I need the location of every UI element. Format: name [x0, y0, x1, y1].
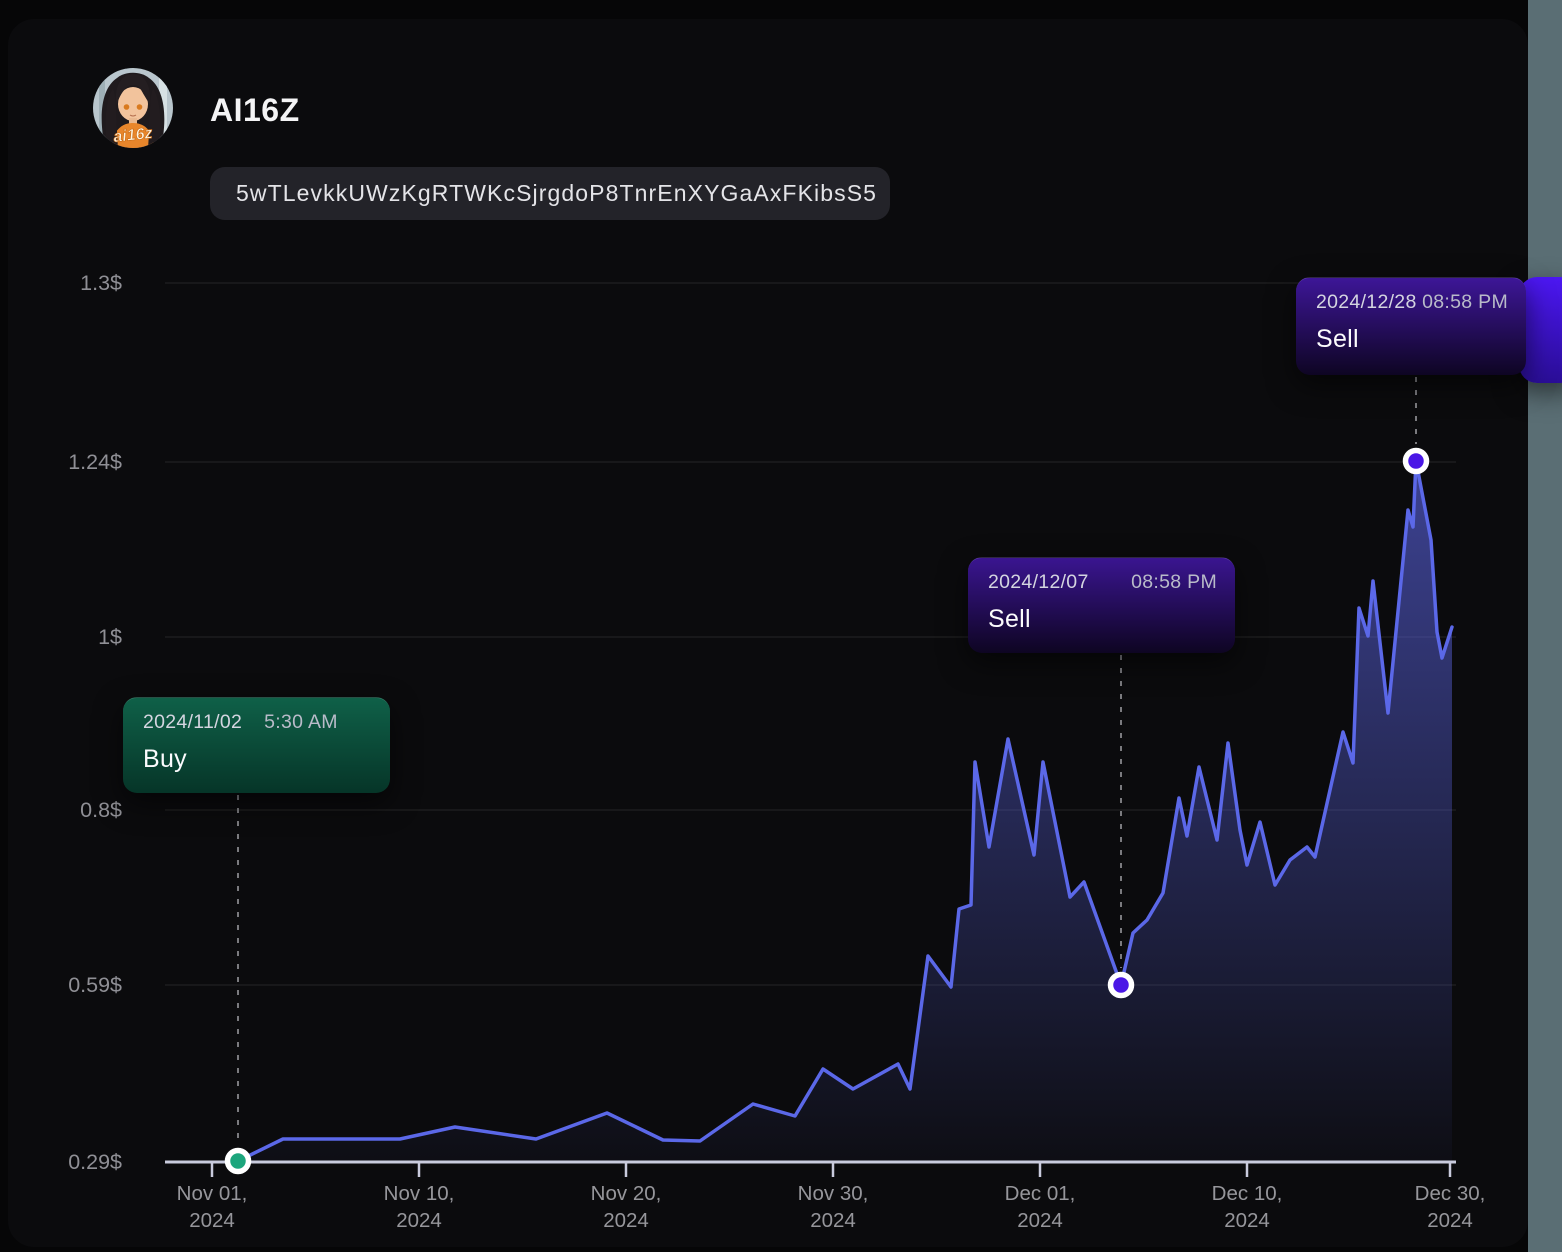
avatar-text: ai16z	[113, 125, 154, 146]
y-axis-label: 1$	[98, 625, 122, 649]
tooltip-date: 2024/12/28	[1316, 291, 1417, 313]
tooltip-action: Buy	[143, 745, 187, 773]
tooltip-header-row: 2024/11/02 5:30 AM	[143, 711, 372, 734]
tooltip-time: 5:30 AM	[264, 711, 338, 733]
tooltip-header-row: 2024/12/28 08:58 PM	[1316, 291, 1508, 314]
y-axis-label: 0.29$	[68, 1150, 122, 1174]
tooltip-date: 2024/12/07	[988, 571, 1089, 593]
tooltip-date: 2024/11/02	[143, 711, 243, 733]
marker-dot-sell[interactable]	[1402, 447, 1430, 475]
avatar-image: ai16z	[93, 68, 173, 148]
token-title: AI16Z	[210, 92, 300, 128]
price-line	[236, 459, 1454, 1163]
tooltip-action: Sell	[988, 605, 1031, 633]
marker-dot-buy[interactable]	[224, 1147, 252, 1175]
tooltip-time: 08:58 PM	[1422, 291, 1508, 313]
x-axis-label: Nov 10, 2024	[384, 1182, 455, 1232]
avatar: ai16z	[93, 68, 173, 148]
avatar-shirt	[111, 123, 155, 148]
tooltip-time: 08:58 PM	[1131, 571, 1217, 593]
trade-tooltip-sell-1: 2024/12/07 08:58 PM Sell	[968, 557, 1235, 653]
trade-tooltip-buy: 2024/11/02 5:30 AM Buy	[123, 697, 390, 793]
x-axis-label: Nov 30, 2024	[798, 1182, 869, 1232]
x-axis-label: Dec 10, 2024	[1212, 1182, 1283, 1232]
trade-tooltip-sell-2: 2024/12/28 08:58 PM Sell	[1296, 277, 1526, 375]
marker-dot-sell[interactable]	[1107, 971, 1135, 999]
area-fill	[238, 461, 1452, 1162]
stacked-tooltip-back	[1519, 277, 1562, 383]
x-axis-label: Nov 20, 2024	[591, 1182, 662, 1232]
x-axis-label: Dec 01, 2024	[1005, 1182, 1076, 1232]
avatar-eye	[123, 104, 130, 110]
token-address-pill[interactable]: 5wTLevkkUWzKgRTWKcSjrgdoP8TnrEnXYGaAxFKi…	[210, 167, 890, 220]
y-axis-label: 1.24$	[68, 450, 122, 474]
x-axis-label: Dec 30, 2024	[1415, 1182, 1486, 1232]
x-axis-label: Nov 01, 2024	[177, 1182, 248, 1232]
y-axis-label: 0.8$	[80, 798, 122, 822]
tooltip-action: Sell	[1316, 325, 1359, 353]
y-axis-label: 0.59$	[68, 973, 122, 997]
desktop-background-strip	[1528, 0, 1562, 1252]
avatar-eye	[136, 104, 143, 110]
token-address: 5wTLevkkUWzKgRTWKcSjrgdoP8TnrEnXYGaAxFKi…	[236, 180, 878, 206]
y-axis-label: 1.3$	[80, 271, 122, 295]
tooltip-header-row: 2024/12/07 08:58 PM	[988, 571, 1217, 594]
